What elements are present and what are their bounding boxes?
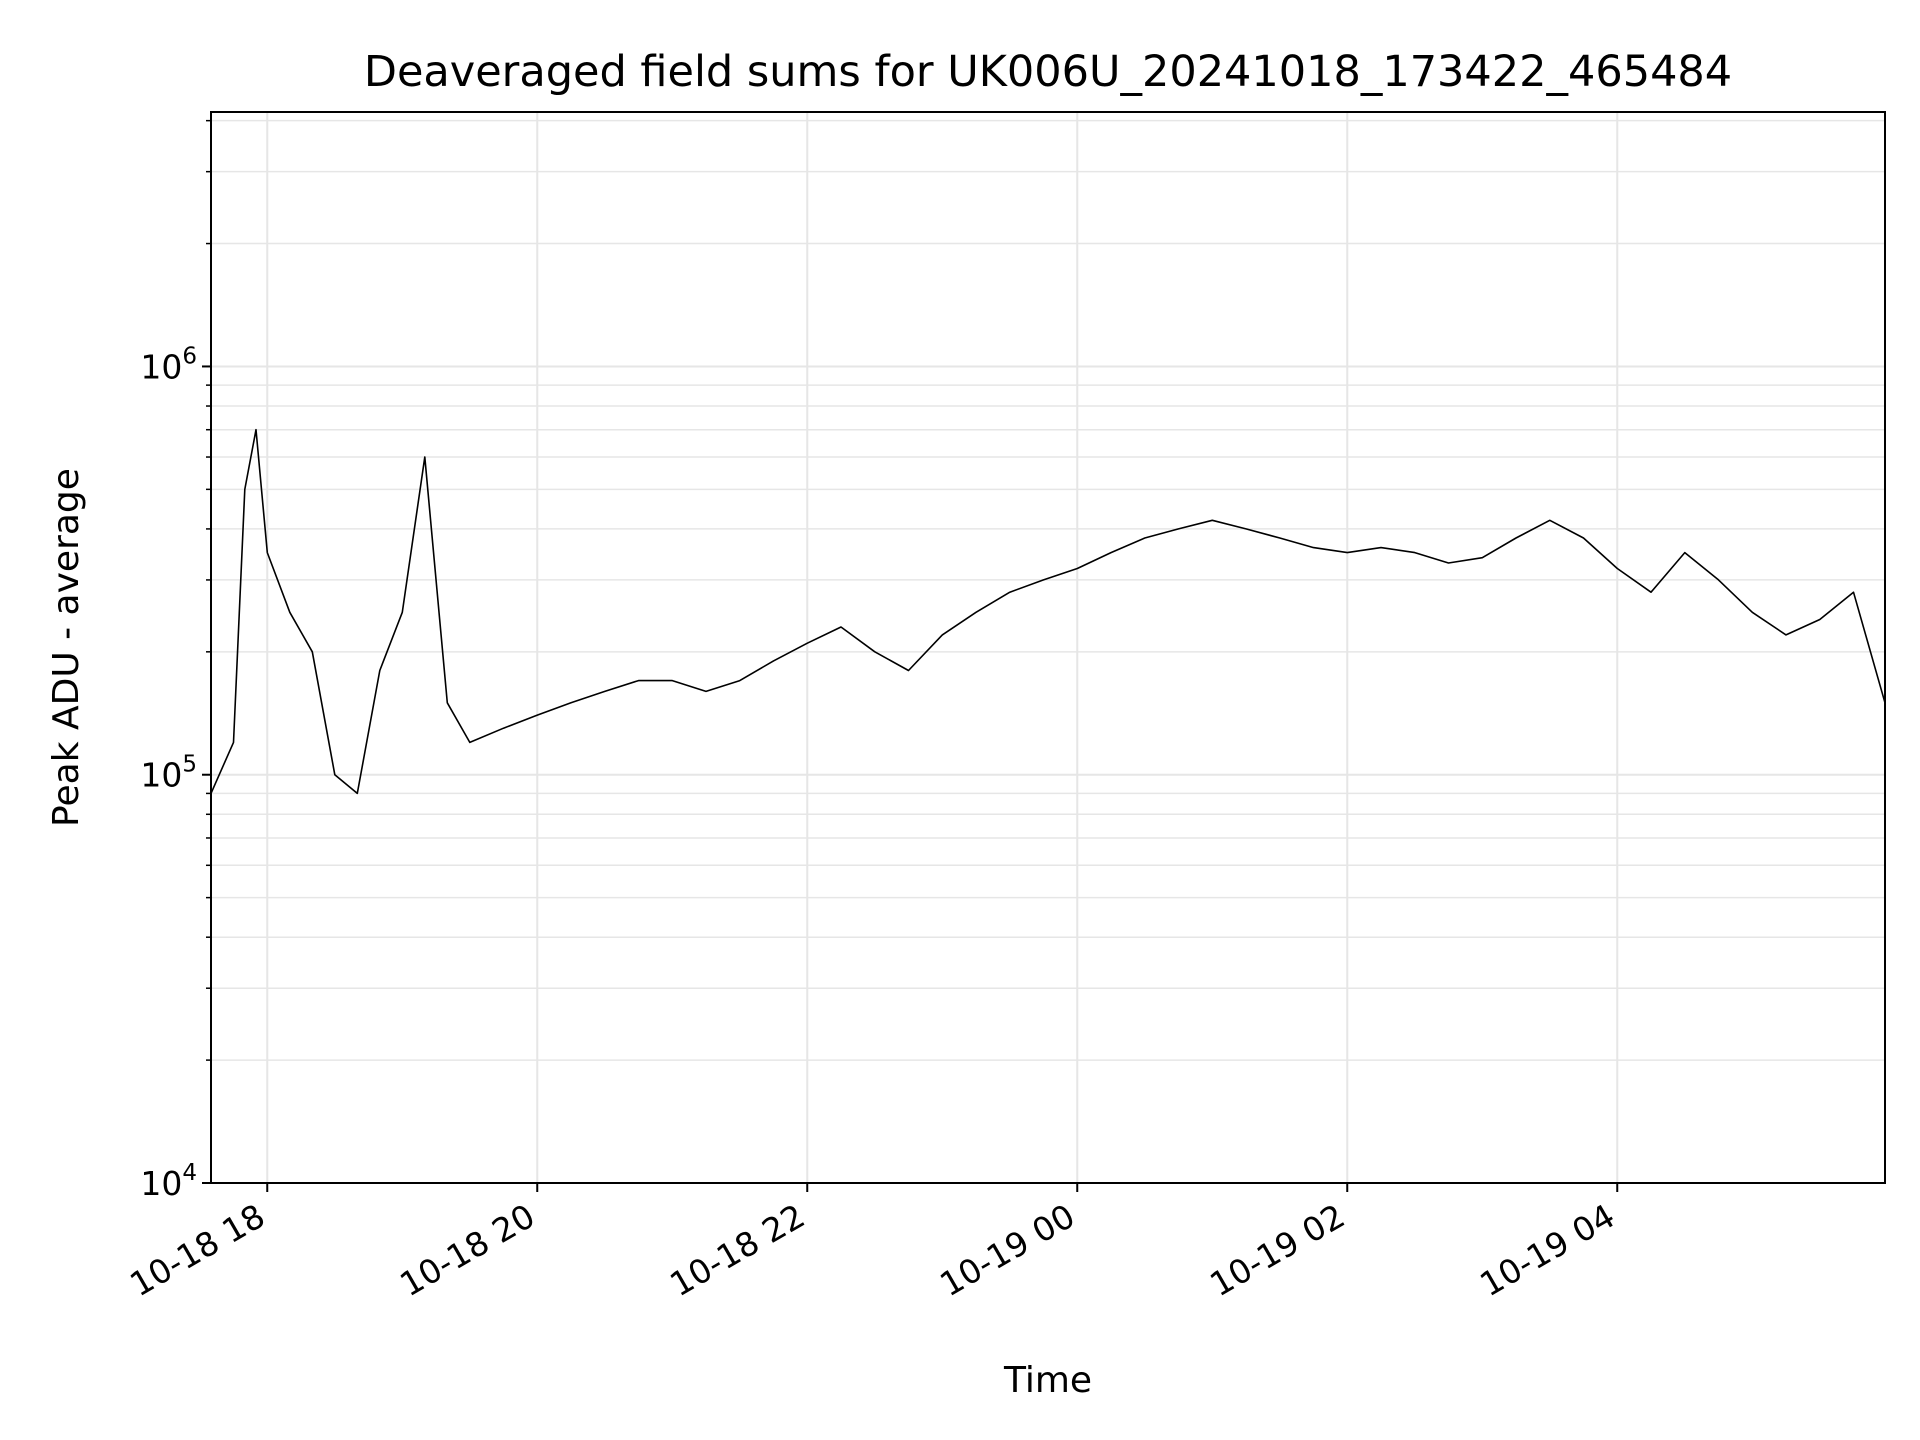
series-layer bbox=[210, 428, 1886, 795]
tick-layer: 104 105 106 10-18 18 10-18 20 10-18 22 10-19 0… bbox=[123, 119, 1621, 1304]
series-line bbox=[210, 428, 1886, 795]
y-tick-label: 106 bbox=[140, 343, 197, 386]
x-tick-label: 10-19 04 bbox=[1473, 1196, 1621, 1304]
y-tick-label: 105 bbox=[140, 752, 197, 795]
grid-layer bbox=[211, 112, 1885, 1184]
y-axis-label: Peak ADU - average bbox=[46, 468, 87, 827]
x-axis-label: Time bbox=[1003, 1360, 1092, 1401]
x-tick-label: 10-18 20 bbox=[393, 1196, 541, 1304]
chart-title: Deaveraged field sums for UK006U_2024101… bbox=[364, 47, 1732, 97]
x-tick-label: 10-19 00 bbox=[933, 1196, 1081, 1304]
x-tick-label: 10-18 22 bbox=[663, 1196, 811, 1304]
x-tick-label: 10-19 02 bbox=[1203, 1196, 1351, 1304]
y-tick-label: 104 bbox=[140, 1160, 197, 1203]
x-tick-label: 10-18 18 bbox=[123, 1196, 271, 1304]
axes-frame bbox=[210, 111, 1886, 1184]
